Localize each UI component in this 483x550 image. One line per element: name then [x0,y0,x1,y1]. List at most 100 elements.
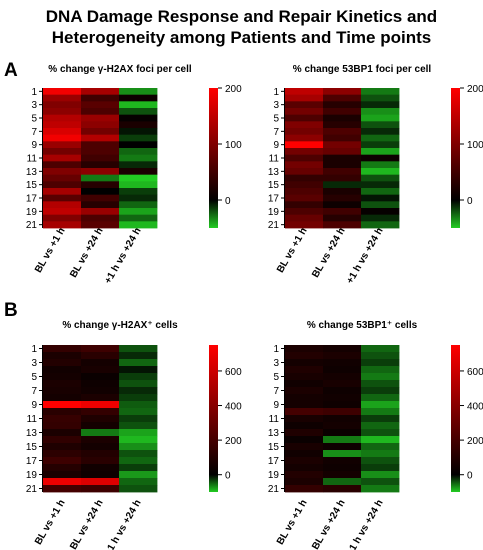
heatmap-cell [285,408,324,416]
heatmap-cell [43,352,82,360]
x-tick-label: BL vs +1 h [275,498,310,547]
heatmap-cell [285,464,324,472]
y-tick-label: 19 [26,470,38,481]
heatmap-cell [323,373,362,381]
heatmap-cell [81,415,120,423]
heatmap-cell [43,161,82,169]
heatmap-cell [119,134,158,142]
y-tick-label: 19 [268,470,280,481]
y-tick-label: 9 [273,400,279,411]
y-tick-label: 1 [31,87,37,98]
y-tick-label: 9 [31,140,37,151]
heatmap-cell [323,408,362,416]
heatmap-cell [361,94,400,102]
y-tick-label: 7 [273,386,279,397]
heatmap-cell [285,429,324,437]
heatmap-cell [285,478,324,486]
heatmap-cell [323,201,362,209]
heatmap-cell [81,387,120,395]
y-tick-label: 21 [268,484,280,495]
y-tick-label: 19 [26,207,38,218]
heatmap-cell [361,394,400,402]
heatmap-cell [119,148,158,156]
x-tick-label: BL vs +1 h [33,498,68,547]
heatmap-cell [361,101,400,109]
heatmap-cell [43,401,82,409]
heatmap-cell [323,101,362,109]
heatmap-cell [81,121,120,129]
heatmap-cell [323,188,362,196]
heatmap-cell [119,422,158,430]
x-tick-label: BL vs +24 h [310,226,347,280]
heatmap-cell [323,352,362,360]
x-tick-label: BL vs +1 h [33,226,68,275]
heatmap-cell [43,380,82,388]
heatmap-cell [323,478,362,486]
heatmap-cell [119,359,158,367]
heatmap-cell [119,464,158,472]
heatmap-cell [119,94,158,102]
heatmap-cell [119,352,158,360]
heatmap-cell [119,168,158,176]
heatmap-cell [323,94,362,102]
heatmap-cell [119,380,158,388]
y-tick-label: 15 [26,180,38,191]
x-tick-label: BL vs +24 h [68,226,105,280]
heatmap-cell [285,394,324,402]
heatmap-cell [361,345,400,353]
heatmap-cell [119,154,158,162]
y-tick-label: 5 [31,114,37,125]
heatmap-cell [285,457,324,465]
heatmap-cell [323,457,362,465]
heatmap-cell [323,148,362,156]
x-tick-label: +1 h vs +24 h [103,498,144,550]
heatmap-cell [43,208,82,216]
heatmap-cell [361,401,400,409]
heatmap-cell [43,88,82,96]
y-tick-label: 21 [26,220,38,231]
heatmap-cell [285,168,324,176]
colorbar-tick-label: 200 [467,84,483,95]
heatmap-cell [285,436,324,444]
heatmap-cell [119,188,158,196]
heatmap-cell [285,134,324,142]
heatmap-cell [81,450,120,458]
colorbar-tick-label: 400 [225,402,242,413]
heatmap-cell [119,141,158,149]
heatmap-cell [361,121,400,129]
heatmap-cell [285,214,324,222]
chart-title: % change γ-H2AX⁺ cells [62,320,178,331]
heatmap-cell [361,352,400,360]
heatmap-cell [43,154,82,162]
heatmap-cell [43,101,82,109]
heatmap-cell [361,387,400,395]
heatmap-cell [285,373,324,381]
heatmap-cell [285,380,324,388]
panel-b-letter: B [4,300,18,321]
heatmap-cell [43,345,82,353]
heatmap-cell [323,168,362,176]
heatmap-cell [81,114,120,122]
heatmap-cell [361,114,400,122]
heatmap-cell [361,457,400,465]
heatmap-cell [43,471,82,479]
heatmap-cell [361,443,400,451]
heatmap-cell [285,101,324,109]
heatmap-cell [81,208,120,216]
heatmap-cell [119,114,158,122]
y-tick-label: 3 [31,358,37,369]
heatmap-cell [43,114,82,122]
y-tick-label: 17 [26,194,38,205]
heatmap-cell [119,485,158,493]
heatmap-cell [323,359,362,367]
heatmap-cell [323,450,362,458]
heatmap-cell [285,154,324,162]
heatmap-cell [323,443,362,451]
colorbar-tick-label: 0 [225,196,231,207]
heatmap-cell [81,181,120,189]
heatmap-cell [81,373,120,381]
heatmap-cell [43,148,82,156]
heatmap-cell [81,345,120,353]
heatmap-cell [361,141,400,149]
heatmap-cell [323,174,362,182]
